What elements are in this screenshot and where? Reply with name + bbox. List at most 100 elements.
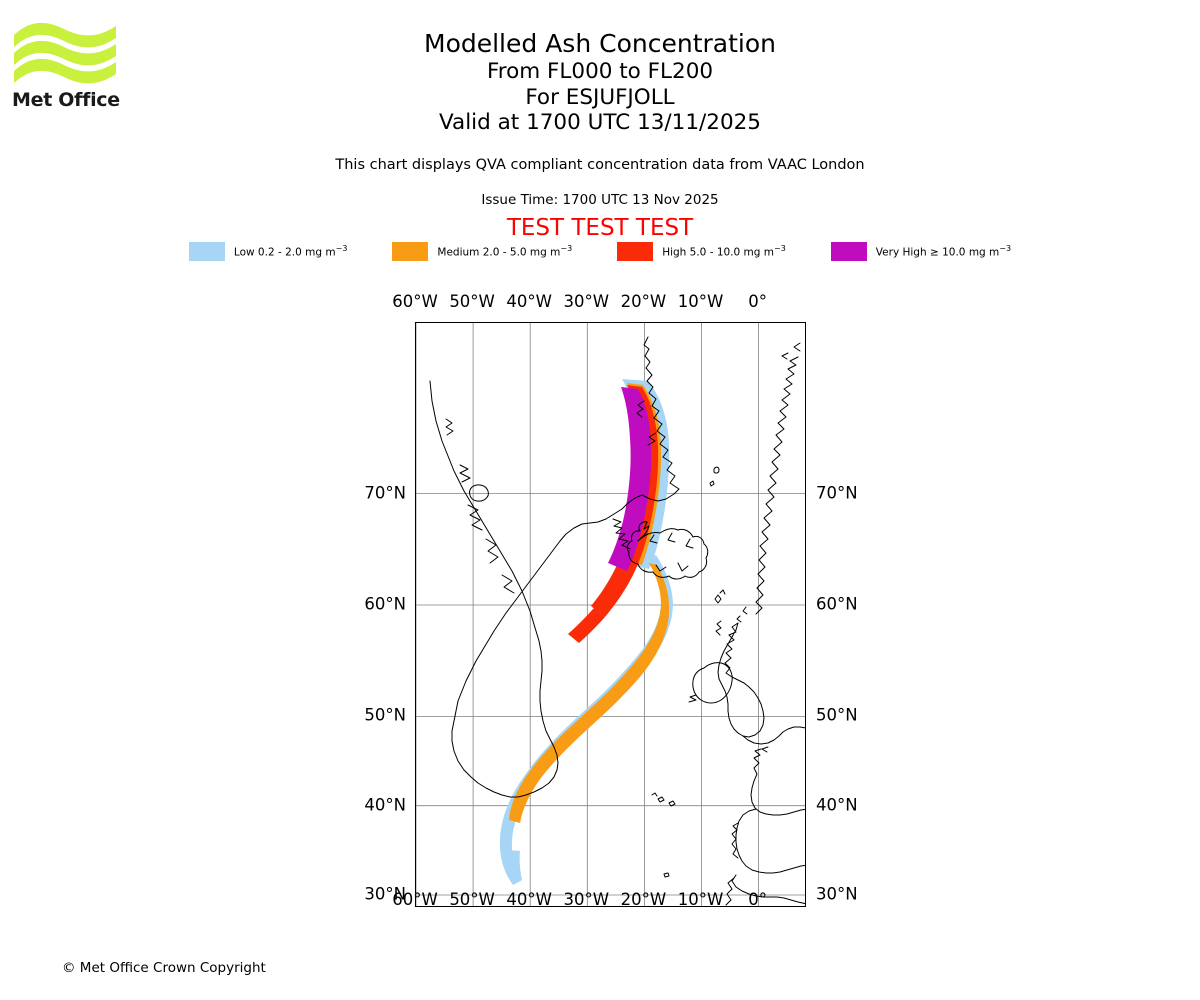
coast-faroes-2 — [719, 589, 726, 595]
coast-greenland-w-fjord-5 — [501, 574, 515, 594]
coast-greenland-ne-detail-2 — [647, 432, 657, 446]
map-container — [415, 322, 806, 907]
legend-very-high: Very High ≥ 10.0 mg m−3 — [830, 240, 1012, 262]
issue-time-label: Issue Time: 1700 UTC 13 Nov 2025 — [481, 192, 719, 208]
lon-tick-label-bottom-1: 50°W — [449, 890, 495, 909]
met-office-wave-mark — [14, 22, 116, 84]
longitude-axis-bottom: 60°W 50°W 40°W 30°W 20°W 10°W 0° — [0, 890, 1200, 912]
coast-greenland-w-fjord-1 — [445, 418, 454, 436]
title-valid-time: Valid at 1700 UTC 13/11/2025 — [438, 110, 761, 135]
coast-morocco — [725, 877, 735, 906]
lat-tick-label-right-3: 40°N — [816, 795, 858, 815]
coast-azores-2 — [668, 800, 676, 807]
coast-small-isle-north — [709, 480, 715, 487]
page-title: Modelled Ash Concentration — [424, 29, 776, 58]
legend-low: Low 0.2 - 2.0 mg m−3 — [188, 240, 348, 262]
met-office-logo: Met Office — [12, 18, 132, 118]
title-flight-levels: From FL000 to FL200 — [486, 59, 714, 84]
legend-label-high: High 5.0 - 10.0 mg m−3 — [662, 243, 786, 259]
coast-iceland — [626, 521, 709, 580]
coast-ireland-sw-detail — [688, 694, 697, 703]
map-gridlines — [416, 323, 805, 906]
ash-contour-medium — [509, 563, 670, 823]
coast-iceland-west-fjords — [612, 518, 631, 550]
coast-iceland-inlet-4 — [655, 564, 667, 572]
legend-medium: Medium 2.0 - 5.0 mg m−3 — [392, 240, 572, 262]
lat-tick-label-right-0: 70°N — [816, 483, 858, 502]
concentration-legend: Low 0.2 - 2.0 mg m−3 Medium 2.0 - 5.0 mg… — [0, 240, 1200, 262]
coast-france — [750, 748, 805, 816]
coast-orkney — [736, 615, 742, 623]
coast-greenland-w-fjord-2 — [459, 464, 471, 483]
lat-tick-label-right-1: 60°N — [816, 594, 858, 614]
coast-greenland-ne-detail — [636, 400, 645, 418]
ash-contour-high-streak — [568, 608, 605, 643]
coast-iceland-inlet-3 — [685, 538, 694, 549]
lon-tick-label-bottom-4: 20°W — [620, 890, 667, 909]
lon-tick-label-bottom-6: 0° — [748, 890, 767, 909]
coastlines — [429, 336, 805, 906]
coast-scotland — [717, 622, 765, 738]
coast-greenland-w-fjord-4 — [485, 538, 499, 564]
legend-swatch-low — [188, 241, 225, 261]
coast-iberia — [735, 808, 805, 874]
lat-tick-label-left-3: 40°N — [364, 795, 406, 815]
legend-label-low: Low 0.2 - 2.0 mg m−3 — [233, 243, 348, 259]
lon-tick-label-top-3: 30°W — [563, 292, 610, 311]
lon-tick-label-bottom-0: 60°W — [392, 890, 438, 909]
lon-tick-label-top-4: 20°W — [620, 292, 667, 311]
lon-tick-label-top-6: 0° — [748, 292, 767, 311]
legend-swatch-medium — [392, 241, 429, 261]
lat-tick-label-left-2: 50°N — [364, 705, 406, 725]
coast-iceland-inlet-1 — [649, 534, 658, 544]
coast-lofoten — [781, 352, 789, 360]
coast-scotland-islands — [715, 620, 722, 636]
test-banner: TEST TEST TEST — [506, 215, 694, 241]
legend-label-very-high: Very High ≥ 10.0 mg m−3 — [875, 243, 1012, 259]
coast-azores-3 — [651, 792, 658, 797]
longitude-axis-top: 60°W 50°W 40°W 30°W 20°W 10°W 0° — [0, 292, 1200, 314]
coast-shetland — [742, 606, 748, 615]
lon-tick-label-bottom-3: 30°W — [563, 890, 610, 909]
coast-norway — [755, 356, 799, 615]
lat-tick-label-left-0: 70°N — [364, 483, 406, 502]
coast-jan-mayen — [713, 466, 720, 474]
lat-tick-label-left-4: 30°N — [364, 884, 406, 904]
lon-tick-label-bottom-5: 10°W — [677, 890, 724, 909]
coast-iceland-inlet-2 — [667, 532, 676, 543]
coast-england-channel — [742, 726, 805, 745]
ash-contour-low-tail — [507, 850, 522, 885]
coast-greenland-w-fjord-3 — [467, 504, 483, 531]
coast-greenland-w-island — [469, 484, 489, 502]
coast-portugal — [731, 822, 739, 859]
ash-plume-overlay — [499, 379, 673, 885]
legend-swatch-high — [617, 241, 654, 261]
chart-title-block: Modelled Ash Concentration From FL000 to… — [0, 28, 1200, 136]
lat-tick-label-right-4: 30°N — [816, 884, 858, 904]
coast-norway-islands — [793, 342, 801, 352]
coast-ireland — [692, 662, 733, 704]
map-canvas — [416, 323, 805, 906]
coast-iceland-inlet-5 — [677, 562, 689, 572]
coast-north-africa — [731, 874, 805, 905]
legend-label-medium: Medium 2.0 - 5.0 mg m−3 — [437, 243, 573, 259]
lat-tick-label-right-2: 50°N — [816, 705, 858, 725]
lon-tick-label-top-5: 10°W — [677, 292, 724, 311]
coast-faroes — [714, 594, 722, 604]
lon-tick-label-top-0: 60°W — [392, 292, 438, 311]
title-volcano: For ESJUFJOLL — [525, 84, 675, 110]
lon-tick-label-top-2: 40°W — [506, 292, 552, 311]
copyright-footer: © Met Office Crown Copyright — [62, 960, 266, 976]
legend-swatch-very-high — [830, 241, 867, 261]
ash-contour-very-high — [608, 387, 652, 571]
coast-madeira — [663, 872, 670, 878]
map-frame — [415, 322, 806, 907]
coast-brittany — [761, 746, 769, 753]
lon-tick-label-bottom-2: 40°W — [506, 890, 552, 909]
lat-tick-label-left-1: 60°N — [364, 594, 406, 614]
lon-tick-label-top-1: 50°W — [449, 292, 495, 311]
legend-high: High 5.0 - 10.0 mg m−3 — [617, 240, 786, 262]
coast-greenland — [429, 336, 680, 798]
coast-azores-1 — [657, 796, 665, 803]
met-office-logo-text: Met Office — [12, 89, 120, 111]
